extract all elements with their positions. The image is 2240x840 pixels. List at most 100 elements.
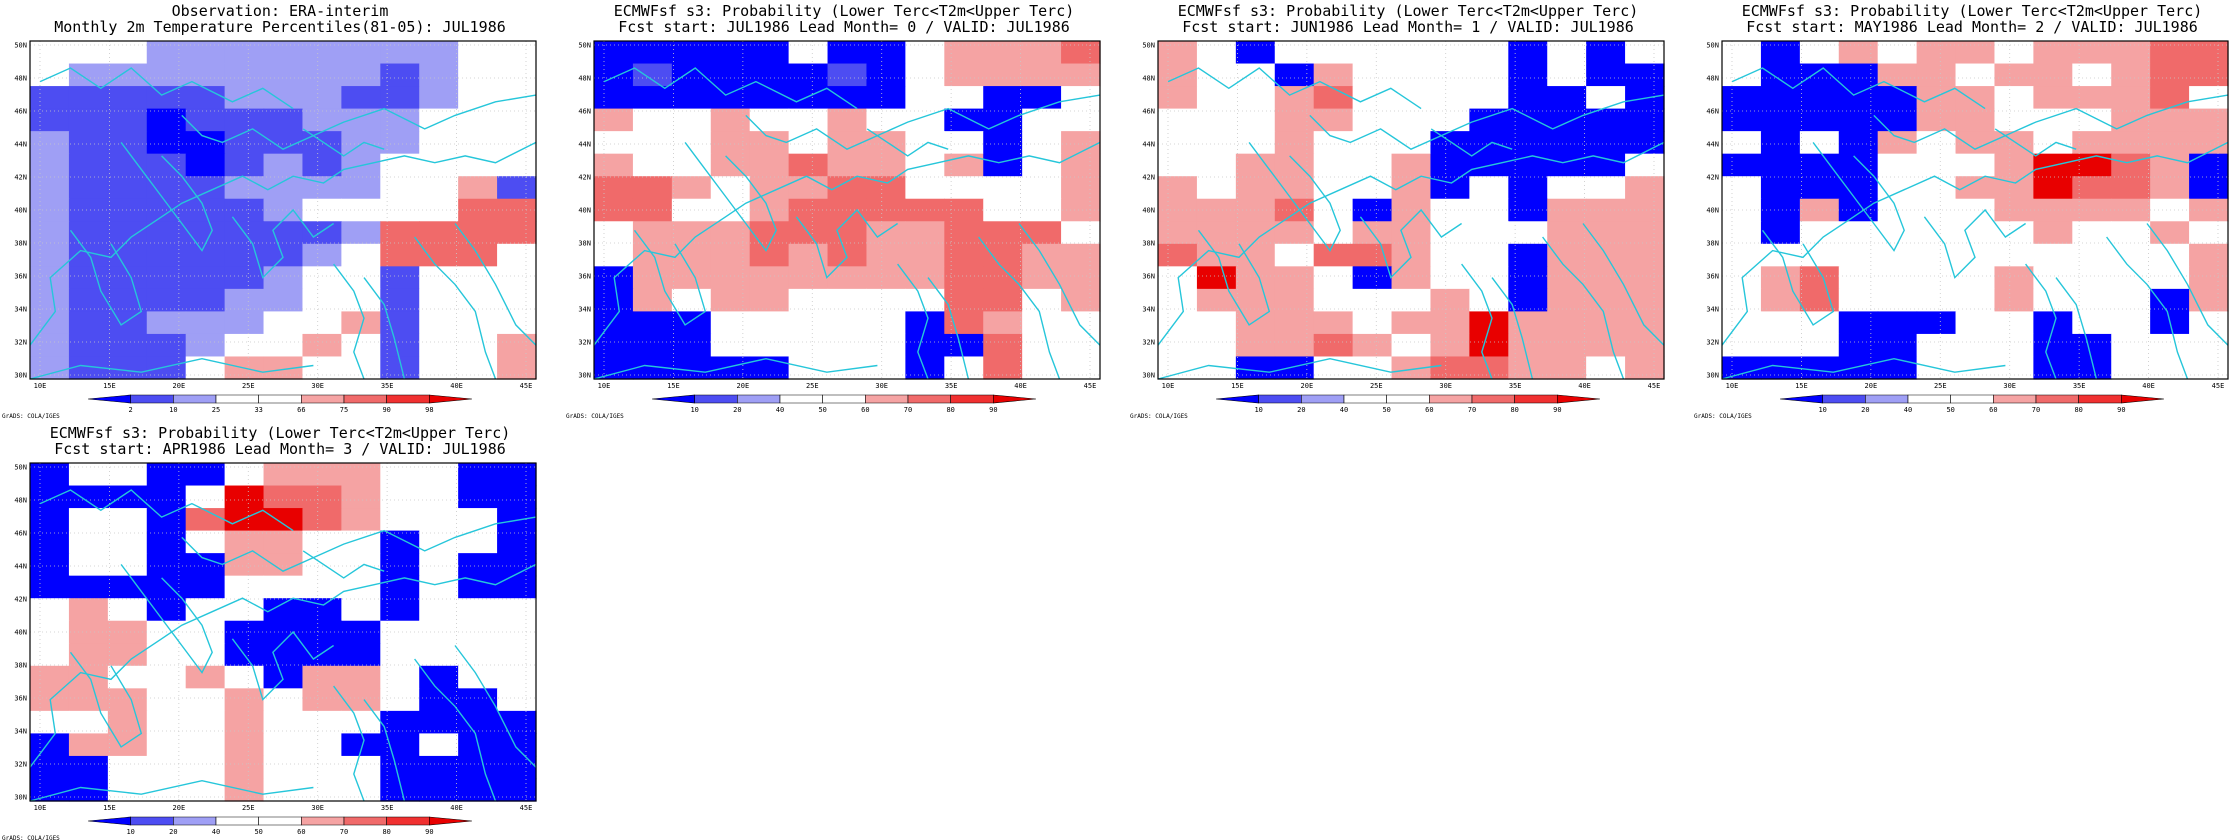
heatmap-cell [1547, 333, 1587, 358]
heatmap-cell [185, 131, 226, 155]
heatmap-cell [788, 41, 829, 65]
heatmap-cell [1391, 86, 1432, 110]
heatmap-cell [905, 333, 945, 358]
heatmap-cell [1760, 86, 1801, 110]
heatmap-cell [1799, 198, 1840, 222]
heatmap-cell [68, 311, 109, 335]
heatmap-cell [1994, 266, 2034, 290]
heatmap-cell [380, 176, 420, 200]
heatmap-cell [2033, 333, 2073, 358]
heatmap-cell [30, 243, 70, 267]
colorbar-swatch [993, 394, 1037, 404]
heatmap-cell [30, 485, 70, 509]
heatmap-cell [263, 665, 304, 689]
heatmap-cell [1955, 198, 1996, 222]
heatmap-cell [1955, 41, 1996, 65]
heatmap-cell [671, 356, 712, 380]
heatmap-cell [1760, 198, 1801, 222]
heatmap-cell [1469, 243, 1509, 267]
heatmap-cell [107, 508, 148, 532]
heatmap-cell [419, 688, 459, 712]
lon-tick-label: 40E [1578, 382, 1591, 390]
heatmap-cell [146, 176, 187, 200]
panel-lead-1-svg: ECMWFsf s3: Probability (Lower Terc<T2m<… [1130, 2, 1665, 420]
heatmap-cell [107, 356, 148, 380]
heatmap-cell [1994, 288, 2034, 312]
lon-tick-label: 10E [1162, 382, 1175, 390]
heatmap-cell [497, 153, 537, 177]
heatmap-cell [1469, 221, 1509, 245]
heatmap-cell [419, 41, 459, 65]
heatmap-cell [866, 288, 906, 312]
heatmap-cell [2033, 131, 2073, 155]
heatmap-cell [905, 221, 945, 245]
heatmap-cell [2150, 108, 2190, 132]
heatmap-cell [1838, 311, 1879, 335]
colorbar-swatch [130, 394, 174, 404]
heatmap-cell [2072, 176, 2112, 200]
heatmap-cell [146, 778, 187, 802]
heatmap-cell [983, 63, 1023, 87]
heatmap-cell [905, 311, 945, 335]
colorbar-swatch [87, 816, 131, 826]
heatmap-cell [341, 86, 381, 110]
heatmap-cell [749, 176, 790, 200]
heatmap-cell [1352, 176, 1393, 200]
heatmap-cell [1196, 41, 1237, 65]
heatmap-cell [185, 311, 226, 335]
heatmap-cell [671, 288, 712, 312]
heatmap-cell [419, 463, 459, 487]
heatmap-cell [185, 266, 226, 290]
heatmap-cell [68, 108, 109, 132]
heatmap-cell [224, 176, 265, 200]
heatmap-cell [788, 198, 829, 222]
colorbar-label: 40 [776, 406, 784, 414]
heatmap-cell [2150, 176, 2190, 200]
heatmap-cell [1722, 288, 1762, 312]
heatmap-cell [1274, 63, 1315, 87]
heatmap-cell [632, 333, 673, 358]
colorbar-swatch [1471, 394, 1515, 404]
heatmap-cell [185, 463, 226, 487]
heatmap-cell [1022, 288, 1062, 312]
heatmap-cell [1625, 243, 1665, 267]
colorbar-label: 90 [1553, 406, 1561, 414]
colorbar-label: 60 [1425, 406, 1433, 414]
heatmap-cell [380, 643, 420, 667]
heatmap-cell [1274, 356, 1315, 380]
heatmap-cells [1722, 41, 2229, 380]
heatmap-cell [788, 86, 829, 110]
heatmap-cell [1196, 198, 1237, 222]
colorbar-swatch [1779, 394, 1823, 404]
heatmap-cell [458, 575, 498, 599]
colorbar-swatch [258, 394, 302, 404]
heatmap-cell [1547, 108, 1587, 132]
heatmap-cell [749, 311, 790, 335]
heatmap-cell [1994, 86, 2034, 110]
colorbar-swatch [1822, 394, 1866, 404]
heatmap-cell [1799, 41, 1840, 65]
heatmap-cell [1430, 266, 1470, 290]
heatmap-cell [146, 688, 187, 712]
heatmap-cell [1547, 63, 1587, 87]
heatmap-cell [185, 243, 226, 267]
heatmap-cell [1235, 63, 1276, 87]
heatmap-cell [1760, 153, 1801, 177]
heatmap-cell [1274, 41, 1315, 65]
heatmap-cell [788, 333, 829, 358]
heatmap-cell [2189, 198, 2229, 222]
heatmap-cell [1352, 86, 1393, 110]
lon-tick-label: 25E [1370, 382, 1383, 390]
heatmap-cell [419, 333, 459, 358]
heatmap-cell [1352, 153, 1393, 177]
map-frame [29, 462, 537, 802]
heatmap-cell [263, 86, 304, 110]
heatmap-cell [1061, 63, 1101, 87]
heatmap-cell [788, 108, 829, 132]
colorbar-swatch [343, 394, 387, 404]
heatmap-cell [1508, 176, 1548, 200]
coastlines [593, 67, 1101, 380]
heatmap-cell [185, 530, 226, 554]
heatmap-cell [2189, 333, 2229, 358]
heatmap-cell [263, 710, 304, 734]
